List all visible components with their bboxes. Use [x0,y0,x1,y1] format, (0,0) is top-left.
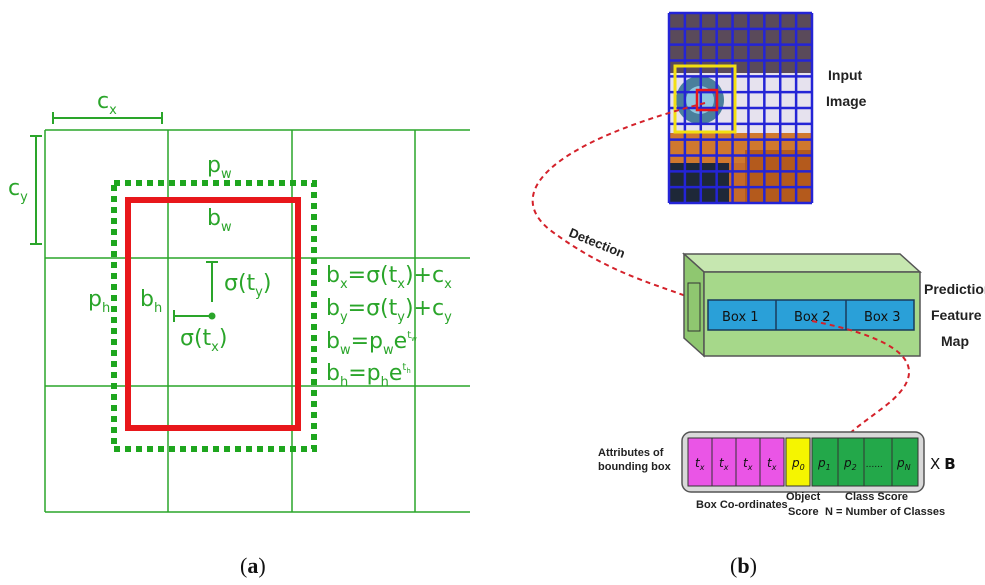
box-coordinates-label: Box Co-ordinates [696,499,788,511]
p0-cell: p0 [791,456,805,472]
sigma-tx-label: σ(tx) [180,326,227,355]
prior-box [111,180,317,452]
panel-a-grid [44,129,470,513]
detection-label: Detection [567,225,628,261]
equation-by: by=σ(ty)+cy [326,296,452,325]
anchor-highlight-yellow [673,64,737,134]
box-3-label: Box 3 [864,310,901,325]
ph-label: ph [88,287,110,316]
class-cell-n: pN [896,456,911,472]
cy-dimension [30,135,42,245]
caption-b: (b) [730,553,757,578]
sigma-ty-label: σ(ty) [224,271,271,300]
class-score-label-2: N = Number of Classes [825,506,945,518]
class-score-label-1: Class Score [845,491,908,503]
cx-dimension [52,112,163,124]
predicted-box [125,197,301,431]
object-score-label-1: Object [786,491,821,503]
class-cell-dots: ...... [866,460,883,470]
sigma-offset-markers [173,261,218,322]
attributes-label-2: bounding box [598,461,672,473]
bh-label: bh [140,287,162,316]
class-cell-2: p2 [843,456,857,472]
tx-cell-2: tx [719,456,729,472]
input-image-label-1: Input [828,67,863,83]
pw-label: pw [207,153,232,182]
prediction-label-2: Feature [931,307,982,323]
bw-label: bw [207,206,232,235]
input-image-label-2: Image [826,93,867,109]
cx-label: cx [97,89,117,118]
caption-a: (a) [240,553,266,578]
anchor-highlight-red [695,88,719,112]
tx-cell-4: tx [767,456,777,472]
input-image [667,11,814,205]
attribute-curve [811,320,910,437]
equation-bw: bw=pwetw [326,329,417,358]
equations: bx=σ(tx)+cx by=σ(ty)+cy bw=pwetw bh=phet… [326,263,452,390]
box-strip [707,299,915,331]
box-1-label: Box 1 [722,310,759,325]
class-cell-1: p1 [817,456,831,472]
tx-cell-1: tx [695,456,705,472]
detection-curve [531,102,706,301]
prediction-label-1: Prediction [924,281,985,297]
box-2-label: Box 2 [794,310,831,325]
center-point [208,312,216,320]
equation-bx: bx=σ(tx)+cx [326,263,452,292]
object-score-label-2: Score [788,506,819,518]
cy-label: cy [8,176,28,205]
attributes-vector [681,431,925,493]
prediction-label-3: Map [941,333,969,349]
tx-cell-3: tx [743,456,753,472]
attributes-label-1: Attributes of [598,447,664,459]
equation-bh: bh=pheth [326,361,411,390]
